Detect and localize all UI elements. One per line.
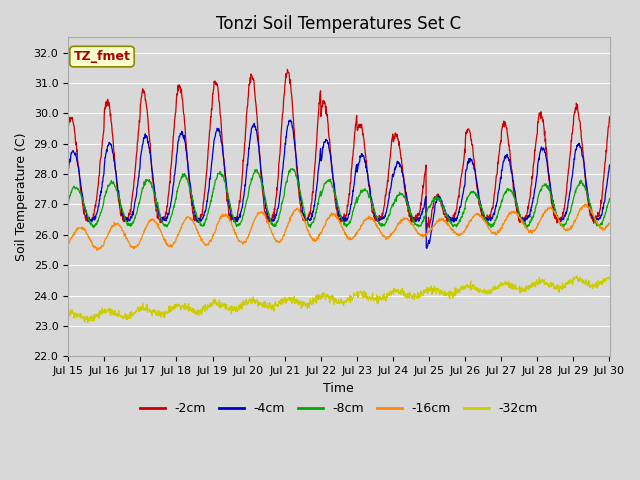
-16cm xyxy=(541,207,549,213)
-8cm xyxy=(424,206,431,212)
-2cm xyxy=(185,172,193,178)
Line: -4cm: -4cm xyxy=(68,120,609,248)
-4cm xyxy=(424,242,431,248)
-8cm xyxy=(172,198,179,204)
-32cm xyxy=(494,284,502,289)
-32cm xyxy=(541,281,549,287)
-4cm xyxy=(542,154,550,159)
-16cm xyxy=(64,241,72,247)
-32cm xyxy=(605,277,613,283)
-2cm xyxy=(172,110,179,116)
-16cm xyxy=(172,238,180,244)
-8cm xyxy=(307,225,314,230)
-4cm xyxy=(64,167,72,173)
-2cm xyxy=(284,67,291,72)
-2cm xyxy=(245,81,253,87)
-16cm xyxy=(246,230,253,236)
-8cm xyxy=(542,182,550,188)
-8cm xyxy=(245,186,253,192)
-16cm xyxy=(93,248,101,253)
-32cm xyxy=(172,304,180,310)
Title: Tonzi Soil Temperatures Set C: Tonzi Soil Temperatures Set C xyxy=(216,15,461,33)
-4cm xyxy=(423,245,431,251)
Legend: -2cm, -4cm, -8cm, -16cm, -32cm: -2cm, -4cm, -8cm, -16cm, -32cm xyxy=(134,397,543,420)
-32cm xyxy=(185,308,193,314)
-16cm xyxy=(494,228,502,233)
-32cm xyxy=(84,320,92,325)
-8cm xyxy=(605,196,613,202)
X-axis label: Time: Time xyxy=(323,382,354,395)
Line: -8cm: -8cm xyxy=(68,168,609,228)
Line: -16cm: -16cm xyxy=(68,204,609,251)
-2cm xyxy=(605,114,613,120)
-32cm xyxy=(423,285,431,291)
-32cm xyxy=(64,309,72,314)
-2cm xyxy=(542,147,550,153)
-4cm xyxy=(172,165,179,170)
-16cm xyxy=(605,221,613,227)
-8cm xyxy=(289,166,296,171)
-4cm xyxy=(185,167,193,172)
-32cm xyxy=(573,273,580,279)
Line: -32cm: -32cm xyxy=(68,276,609,323)
-4cm xyxy=(245,146,253,152)
-16cm xyxy=(423,231,431,237)
Text: TZ_fmet: TZ_fmet xyxy=(74,50,131,63)
-4cm xyxy=(605,162,613,168)
Line: -2cm: -2cm xyxy=(68,70,609,230)
-2cm xyxy=(494,161,502,167)
-2cm xyxy=(64,122,72,128)
-2cm xyxy=(423,228,431,233)
-16cm xyxy=(581,201,589,207)
-8cm xyxy=(185,181,193,187)
-2cm xyxy=(424,223,431,229)
-32cm xyxy=(246,296,253,302)
Y-axis label: Soil Temperature (C): Soil Temperature (C) xyxy=(15,132,28,261)
-16cm xyxy=(185,215,193,220)
-8cm xyxy=(64,199,72,205)
-4cm xyxy=(286,117,294,123)
-4cm xyxy=(494,191,502,196)
-8cm xyxy=(494,210,502,216)
